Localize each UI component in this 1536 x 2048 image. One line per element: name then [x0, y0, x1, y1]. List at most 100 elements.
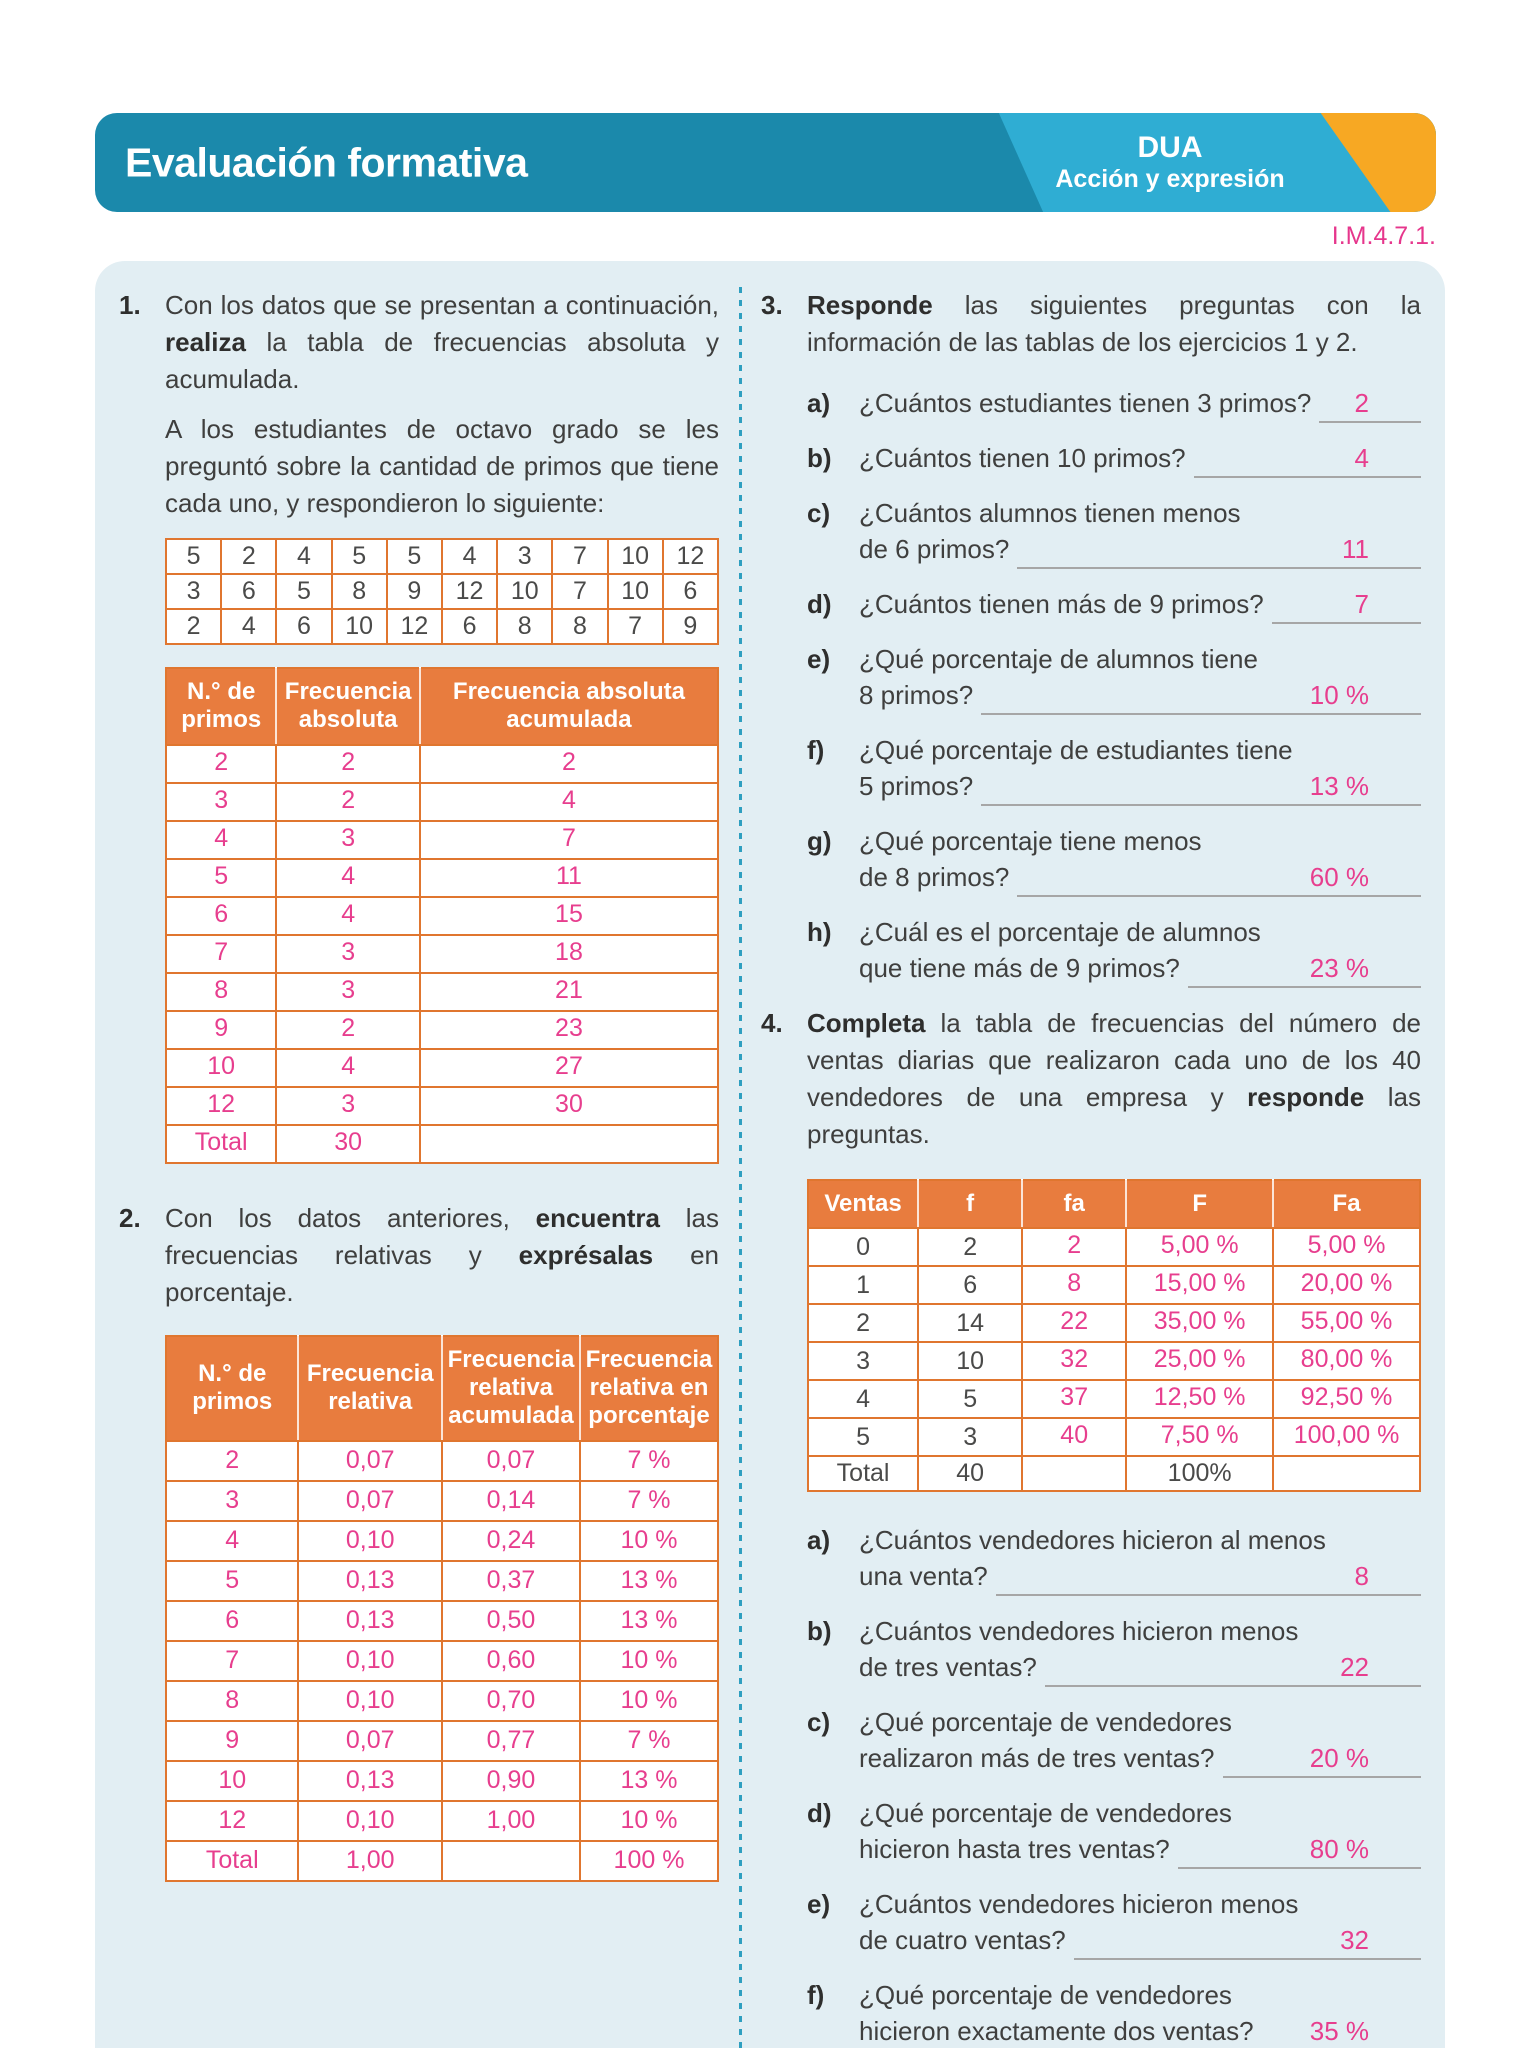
question-item: c) ¿Cuántos alumnos tienen menos de 6 prim…: [807, 495, 1421, 569]
text: A los estudiantes de octavo grado se les…: [165, 414, 719, 518]
answer-cell: 2: [1021, 1227, 1128, 1268]
answer-line: 60 %: [1017, 859, 1421, 897]
table-cell: 7: [551, 573, 609, 610]
question-letter: g): [807, 826, 832, 856]
question-letter: f): [807, 1980, 825, 2011]
answer-cell: 0,10: [297, 1639, 443, 1682]
table-row: 5 4 11: [164, 857, 720, 898]
table-cell: 6: [220, 573, 278, 610]
answer-cell: 0,90: [440, 1759, 581, 1802]
page-title: Evaluación formativa: [125, 139, 528, 185]
table-row: 3 10 32 25,00 % 80,00 %: [806, 1341, 1421, 1382]
question-text: ¿Cuántos vendedores hicieron menos: [859, 1889, 1299, 1920]
question-line: que tiene más de 9 primos? 23 %: [859, 950, 1421, 988]
question-text: ¿Qué porcentaje de alumnos tiene: [859, 644, 1258, 674]
question-item: f) ¿Qué porcentaje de estudiantes tiene 5 …: [807, 732, 1421, 806]
answer-cell: 35,00 %: [1125, 1303, 1275, 1344]
table-row: 10 0,13 0,90 13 %: [164, 1759, 720, 1802]
answer-cell: 7,50 %: [1125, 1417, 1275, 1458]
table-cell: 0: [806, 1227, 920, 1268]
table-cell: 8: [551, 608, 609, 645]
question-line: hicieron hasta tres ventas? 80 %: [859, 1831, 1421, 1870]
answer-cell: 20,00 %: [1272, 1265, 1421, 1306]
answer-cell: 12: [164, 1085, 278, 1126]
answer-cell: 3: [275, 1085, 421, 1126]
table-cell: 10: [496, 573, 554, 610]
answer-cell: 18: [418, 933, 720, 974]
question-body: ¿Qué porcentaje de vendedores hicieron ha…: [859, 1795, 1421, 1870]
answer-cell: 5,00 %: [1125, 1227, 1275, 1268]
exercise-number: 3.: [761, 290, 783, 320]
text: las frecuencias relativas y: [165, 1202, 719, 1270]
question-item: f) ¿Qué porcentaje de vendedores hicieron …: [807, 1977, 1421, 2048]
relative-frequency-table: N.° de primos Frecuencia relativa Frecuenc…: [164, 1334, 720, 1882]
table-row: Total 1,00 100 %: [164, 1839, 720, 1882]
table-cell: 5: [330, 538, 388, 575]
table-cell: 2: [220, 538, 278, 575]
answer-cell: 32: [1021, 1341, 1128, 1382]
table-cell: 14: [917, 1303, 1024, 1344]
right-column: 3. Responde las siguientes preguntas con…: [761, 287, 1421, 2048]
answer-cell: 12,50 %: [1125, 1379, 1275, 1420]
table-row: 3 6 5 8 9 12 10 7 10 6: [164, 573, 720, 610]
table-cell: 8: [330, 573, 388, 610]
question-text: 8 primos?: [859, 680, 974, 710]
answer-cell: 0,10: [297, 1519, 443, 1562]
table-row: 5 2 4 5 5 4 3 7 10 12: [164, 538, 720, 575]
answer-cell: 5: [164, 1559, 300, 1602]
answer-cell: 7: [164, 1639, 300, 1682]
question-line: ¿Cuántos tienen 10 primos? 4: [859, 440, 1421, 478]
answer-cell: 25,00 %: [1125, 1341, 1275, 1382]
question-body: ¿Qué porcentaje de vendedores realizaron …: [859, 1704, 1421, 1779]
bold-text: Completa: [807, 1008, 926, 1038]
answer-cell: 2: [164, 1439, 300, 1482]
question-letter: b): [807, 443, 832, 473]
answer-cell: 0,50: [440, 1599, 581, 1642]
bold-text: Responde: [807, 290, 933, 320]
answer-cell: 0,77: [440, 1719, 581, 1762]
question-letter: f): [807, 735, 825, 765]
text: la tabla de frecuencias del número de ve…: [807, 1008, 1421, 1112]
column-header: F: [1125, 1180, 1274, 1230]
answer-value: 8: [1354, 1561, 1369, 1592]
question-text: ¿Qué porcentaje de vendedores: [859, 1980, 1232, 2011]
question-item: c) ¿Qué porcentaje de vendedores realizaro…: [807, 1704, 1421, 1779]
table-row: 8 3 21: [164, 971, 720, 1012]
question-text: hicieron exactamente dos ventas?: [859, 2016, 1254, 2047]
question-letter: d): [807, 589, 832, 619]
answer-line: 80 %: [1177, 1831, 1421, 1870]
answer-line: 32: [1073, 1922, 1421, 1961]
table-cell: 10: [606, 573, 664, 610]
table-cell: 4: [440, 538, 499, 575]
answer-cell: 15,00 %: [1125, 1265, 1275, 1306]
exercise-4-questions: a) ¿Cuántos vendedores hicieron al menos u…: [807, 1522, 1421, 2048]
answer-cell: 7: [418, 819, 720, 860]
table-row: 2 0,07 0,07 7 %: [164, 1439, 720, 1482]
question-body: ¿Qué porcentaje de alumnos tiene 8 primos…: [859, 641, 1421, 715]
answer-cell: 0,14: [440, 1479, 581, 1522]
header-banner: Evaluación formativa DUA Acción y expres…: [95, 113, 1436, 212]
answer-value: 22: [1340, 1652, 1369, 1683]
answer-cell: 80,00 %: [1272, 1341, 1421, 1382]
answer-value: 13 %: [1309, 771, 1369, 801]
answer-line: 2: [1319, 385, 1421, 423]
answer-value: 10 %: [1309, 680, 1369, 710]
answer-value: 23 %: [1309, 953, 1369, 983]
bold-text: exprésalas: [518, 1239, 654, 1270]
exercise-4: 4. Completa la tabla de frecuencias del …: [761, 1005, 1421, 1153]
question-body: ¿Cuántos alumnos tienen menos de 6 primos…: [859, 495, 1421, 569]
text: Con los datos anteriores,: [165, 1202, 536, 1233]
answer-cell: 0,70: [440, 1679, 581, 1722]
standard-code: I.M.4.7.1.: [1331, 222, 1436, 250]
answer-cell: 10 %: [578, 1679, 720, 1722]
table-cell: 5: [164, 538, 223, 575]
answer-cell: 3: [275, 933, 421, 974]
question-text: hicieron hasta tres ventas?: [859, 1834, 1170, 1865]
table-cell: 2: [806, 1303, 920, 1344]
table-row: 1 6 8 15,00 % 20,00 %: [806, 1265, 1421, 1306]
answer-cell: 10: [164, 1047, 278, 1088]
answer-cell: 21: [418, 971, 720, 1012]
answer-cell: 0,13: [297, 1759, 443, 1802]
table-row: Total 40 100%: [806, 1455, 1421, 1493]
